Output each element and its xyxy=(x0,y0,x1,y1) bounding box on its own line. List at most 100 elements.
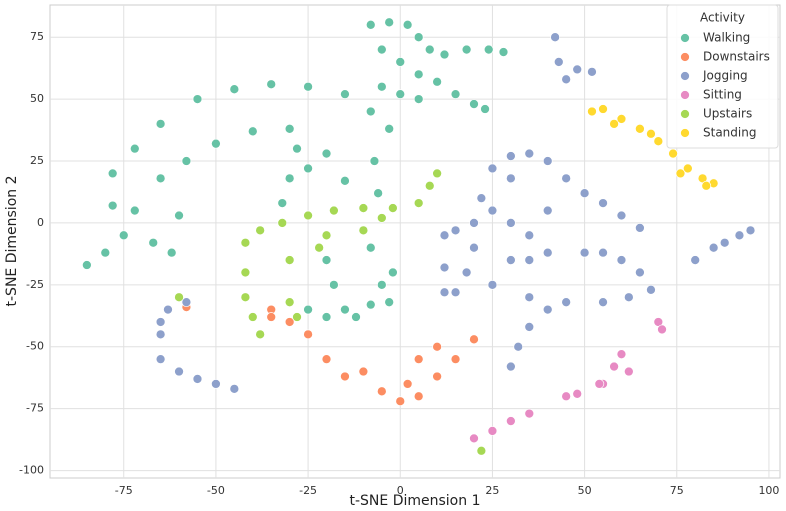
x-tick-label: -50 xyxy=(207,484,225,497)
point xyxy=(211,379,221,389)
point xyxy=(174,366,184,377)
point xyxy=(107,168,118,179)
point xyxy=(303,329,313,340)
point xyxy=(284,297,295,308)
point xyxy=(450,89,461,100)
point xyxy=(369,156,380,166)
point xyxy=(395,396,406,407)
point xyxy=(376,279,387,290)
point xyxy=(432,76,442,87)
point xyxy=(174,292,184,303)
point xyxy=(524,230,535,241)
point xyxy=(129,205,140,216)
x-tick-label: 100 xyxy=(758,484,779,497)
point xyxy=(524,292,535,303)
point xyxy=(155,119,166,129)
point xyxy=(413,94,424,104)
point xyxy=(174,210,184,221)
point xyxy=(609,361,619,372)
legend-marker xyxy=(680,128,690,138)
x-tick-label: 50 xyxy=(578,484,592,497)
point xyxy=(340,304,350,315)
point xyxy=(340,89,350,100)
point xyxy=(284,173,295,184)
x-tick-label: 75 xyxy=(670,484,684,497)
point xyxy=(376,213,387,223)
legend: Activity Walking Downstairs Jogging Sitting U… xyxy=(666,4,779,149)
point xyxy=(365,106,376,117)
point xyxy=(192,94,203,104)
point xyxy=(609,119,619,129)
point xyxy=(469,242,479,253)
point xyxy=(424,180,435,191)
x-tick-label: 0 xyxy=(397,484,404,497)
point xyxy=(506,255,516,265)
point xyxy=(579,247,590,258)
point xyxy=(229,84,240,95)
point xyxy=(247,126,258,137)
point xyxy=(498,47,509,57)
point xyxy=(450,287,461,298)
point xyxy=(329,279,339,290)
point xyxy=(561,297,572,308)
legend-label: Upstairs xyxy=(703,107,752,121)
point xyxy=(424,44,435,55)
point xyxy=(646,284,656,295)
point xyxy=(561,391,572,402)
point xyxy=(277,198,288,208)
legend-title: Activity xyxy=(700,11,745,25)
point xyxy=(395,89,406,100)
y-tick-label: 25 xyxy=(30,154,44,167)
point xyxy=(229,383,240,394)
point xyxy=(506,361,516,372)
point xyxy=(384,17,395,28)
x-tick-label: -25 xyxy=(299,484,317,497)
point xyxy=(690,255,701,265)
point xyxy=(598,104,608,114)
point xyxy=(82,260,92,270)
point xyxy=(719,237,730,248)
point xyxy=(616,114,627,124)
point xyxy=(303,81,313,92)
point xyxy=(284,123,295,134)
y-tick-label: -25 xyxy=(26,278,44,291)
point xyxy=(321,354,332,364)
x-tick-label: -75 xyxy=(115,484,133,497)
point xyxy=(483,44,494,55)
legend-marker xyxy=(680,33,690,43)
point xyxy=(487,163,498,174)
point xyxy=(561,74,572,85)
point xyxy=(340,175,350,186)
point xyxy=(240,267,251,278)
point xyxy=(487,279,498,290)
point xyxy=(524,148,535,159)
point xyxy=(321,312,332,322)
point xyxy=(292,143,302,154)
point xyxy=(376,81,387,92)
point xyxy=(376,386,387,397)
point xyxy=(181,156,192,166)
legend-label: Jogging xyxy=(702,69,748,83)
point xyxy=(469,334,479,345)
point xyxy=(480,104,490,114)
point xyxy=(439,262,450,273)
point xyxy=(469,99,479,109)
point xyxy=(432,371,442,382)
point xyxy=(373,188,383,199)
point xyxy=(340,371,350,382)
point xyxy=(255,329,266,340)
point xyxy=(587,67,597,77)
point xyxy=(542,205,553,216)
point xyxy=(365,242,376,253)
point xyxy=(572,388,583,399)
point xyxy=(376,44,387,55)
point xyxy=(506,416,516,426)
point xyxy=(413,69,424,80)
point xyxy=(329,205,339,216)
y-tick-label: -100 xyxy=(19,464,44,477)
point xyxy=(635,223,645,233)
legend-label: Standing xyxy=(703,126,756,140)
point xyxy=(277,218,288,228)
point xyxy=(513,341,524,352)
point xyxy=(616,349,627,360)
